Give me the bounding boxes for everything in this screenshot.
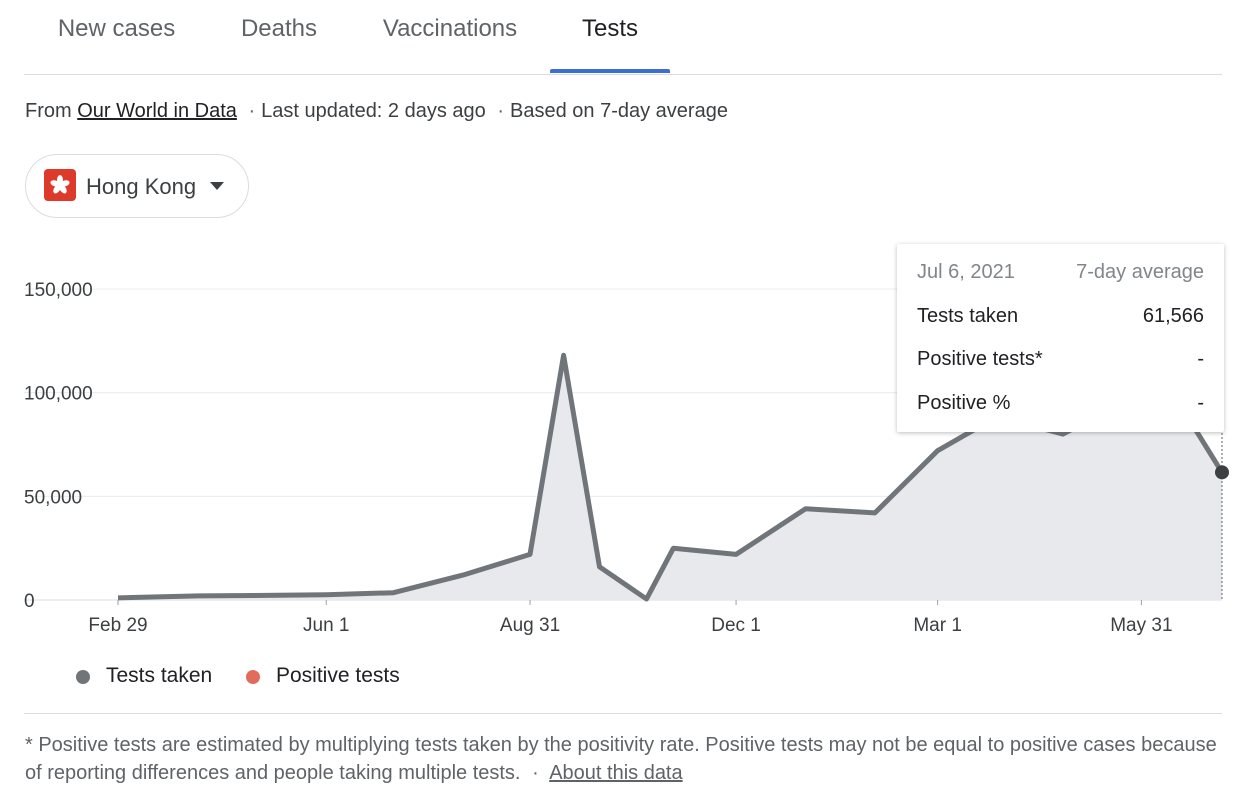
active-tab-indicator xyxy=(550,69,670,73)
tab-deaths[interactable]: Deaths xyxy=(240,15,318,42)
separator: · xyxy=(248,100,256,122)
tooltip-row-tests-taken: Tests taken 61,566 xyxy=(917,305,1204,333)
chart-tooltip: Jul 6, 2021 7-day average Tests taken 61… xyxy=(897,244,1224,432)
source-link[interactable]: Our World in Data xyxy=(77,100,237,122)
tooltip-header: Jul 6, 2021 7-day average xyxy=(917,261,1204,289)
separator: · xyxy=(532,762,539,784)
tests-taken-area xyxy=(118,355,1222,600)
source-line: From Our World in Data · Last updated: 2 … xyxy=(25,100,728,123)
y-tick-label: 100,000 xyxy=(24,384,93,405)
x-tick-label: Dec 1 xyxy=(711,615,761,636)
tooltip-basis: 7-day average xyxy=(1076,261,1204,283)
region-selector[interactable]: Hong Kong xyxy=(25,154,249,218)
y-tick-label: 0 xyxy=(24,591,35,612)
footnote-text: * Positive tests are estimated by multip… xyxy=(25,734,1217,784)
x-axis-ticks: Feb 29 Jun 1 Aug 31 Dec 1 Mar 1 May 31 xyxy=(88,600,1173,636)
tab-tests[interactable]: Tests xyxy=(550,0,670,73)
legend-label: Tests taken xyxy=(106,664,213,687)
tooltip-label: Positive % xyxy=(917,392,1011,414)
tooltip-date: Jul 6, 2021 xyxy=(917,261,1015,283)
region-name: Hong Kong xyxy=(86,174,197,199)
hong-kong-flag-icon xyxy=(44,169,76,201)
legend-dot xyxy=(76,670,90,684)
tooltip-value: - xyxy=(1197,348,1204,370)
tooltip-row-positive-percent: Positive % - xyxy=(917,392,1204,420)
footnote: * Positive tests are estimated by multip… xyxy=(25,731,1225,787)
tab-vaccinations[interactable]: Vaccinations xyxy=(382,15,518,42)
legend-label: Positive tests xyxy=(276,664,400,687)
x-tick-label: Jun 1 xyxy=(303,615,349,636)
last-updated: Last updated: 2 days ago xyxy=(261,100,486,122)
tooltip-label: Positive tests* xyxy=(917,348,1043,370)
average-basis: Based on 7-day average xyxy=(510,100,728,122)
hover-point xyxy=(1215,465,1229,480)
metric-tabs: New cases Deaths Vaccinations Tests xyxy=(24,0,1222,75)
y-tick-label: 150,000 xyxy=(24,280,93,301)
tooltip-row-positive-tests: Positive tests* - xyxy=(917,348,1204,376)
separator: · xyxy=(497,100,505,122)
x-tick-label: Aug 31 xyxy=(500,615,560,636)
about-data-link[interactable]: About this data xyxy=(549,762,683,784)
tooltip-label: Tests taken xyxy=(917,305,1019,327)
footer-divider xyxy=(24,713,1222,714)
tab-new-cases[interactable]: New cases xyxy=(57,15,176,42)
y-tick-label: 50,000 xyxy=(24,487,82,508)
tooltip-value: - xyxy=(1197,392,1204,414)
legend-dot xyxy=(246,670,260,684)
caret-down-icon xyxy=(210,182,224,190)
x-tick-label: May 31 xyxy=(1110,615,1172,636)
tab-tests-label: Tests xyxy=(581,15,638,42)
y-axis-ticks: 0 50,000 100,000 150,000 xyxy=(24,280,93,612)
x-tick-label: Mar 1 xyxy=(913,615,962,636)
x-tick-label: Feb 29 xyxy=(88,615,147,636)
tooltip-value: 61,566 xyxy=(1142,305,1204,327)
source-prefix: From xyxy=(25,100,72,122)
